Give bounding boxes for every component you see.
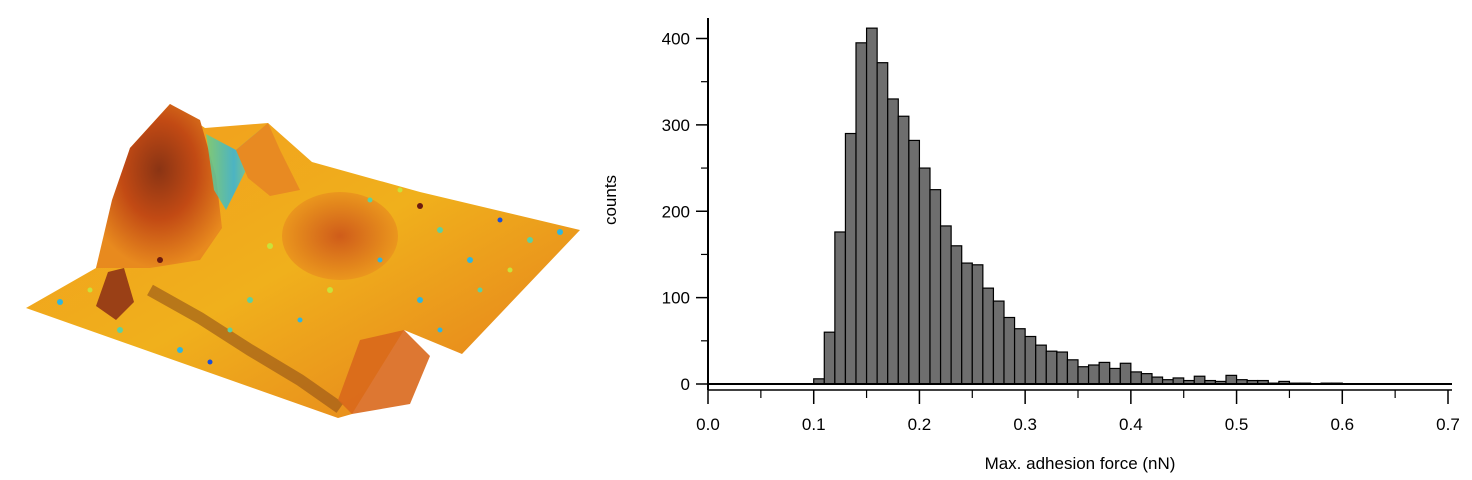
x-tick-label: 0.6 xyxy=(1330,415,1354,434)
histogram-bar xyxy=(1045,350,1058,385)
y-axis-title: counts xyxy=(601,175,620,225)
surface-front-bump xyxy=(96,268,134,320)
histogram-bar xyxy=(939,225,952,385)
histogram-bar xyxy=(1077,366,1090,385)
histogram-bar xyxy=(1225,374,1238,385)
histogram-bar xyxy=(982,287,995,385)
x-tick-label: 0.4 xyxy=(1119,415,1143,434)
histogram-bar xyxy=(834,231,847,385)
histogram-bar xyxy=(887,98,899,385)
histogram-bar xyxy=(855,42,868,385)
histogram-bar xyxy=(1109,367,1121,385)
histogram-bars xyxy=(813,27,1343,385)
histogram-bar xyxy=(908,139,921,385)
histogram-bar xyxy=(961,262,973,385)
x-tick-label: 0.0 xyxy=(696,415,720,434)
y-tick-label: 200 xyxy=(662,202,690,221)
surface-mound xyxy=(282,192,398,280)
histogram-bar xyxy=(865,27,878,385)
histogram-bar xyxy=(1066,359,1079,385)
histogram-bar xyxy=(897,115,910,385)
histogram-bar xyxy=(929,189,942,385)
histogram-bar xyxy=(1193,375,1206,385)
histogram-bar xyxy=(1056,351,1069,385)
histogram-bar xyxy=(844,132,857,385)
histogram-bar xyxy=(876,62,889,385)
histogram-bar xyxy=(1119,362,1132,385)
x-tick-label: 0.2 xyxy=(908,415,932,434)
x-tick-label: 0.7 xyxy=(1436,415,1460,434)
surface-speckles xyxy=(57,187,563,365)
surface-groove xyxy=(147,284,344,413)
histogram-bar xyxy=(1140,373,1153,385)
x-tick-label: 0.1 xyxy=(802,415,826,434)
y-tick-label: 300 xyxy=(662,116,690,135)
x-axis-title: Max. adhesion force (nN) xyxy=(985,454,1176,473)
histogram-bar xyxy=(950,245,963,385)
x-tick-label: 0.3 xyxy=(1013,415,1037,434)
histogram-bar xyxy=(971,264,984,385)
surface-step xyxy=(338,330,430,414)
histogram-bar xyxy=(1098,361,1111,385)
x-tick-label: 0.5 xyxy=(1225,415,1249,434)
histogram-bar xyxy=(1035,344,1047,385)
histogram-bar xyxy=(1024,335,1037,385)
surface-secondary-peak xyxy=(236,123,300,196)
x-axis-ticks: 0.0 0.1 0.2 0.3 0.4 0.5 0.6 0.7 xyxy=(696,390,1460,434)
histogram-bar xyxy=(1003,316,1016,385)
y-tick-label: 100 xyxy=(662,289,690,308)
histogram-bar xyxy=(1151,376,1164,385)
histogram-bar xyxy=(1087,364,1100,385)
histogram-bar xyxy=(823,331,836,385)
histogram-bar xyxy=(1130,371,1143,385)
y-tick-label: 400 xyxy=(662,30,690,49)
histogram-bar xyxy=(1013,328,1026,385)
surface-main-peak xyxy=(96,104,222,268)
histogram-bar xyxy=(918,167,931,385)
y-tick-label: 0 xyxy=(681,375,690,394)
histogram-bar xyxy=(992,300,1005,385)
afm-surface-plot xyxy=(26,104,580,418)
y-axis-ticks: 0 100 200 300 400 xyxy=(662,30,708,394)
